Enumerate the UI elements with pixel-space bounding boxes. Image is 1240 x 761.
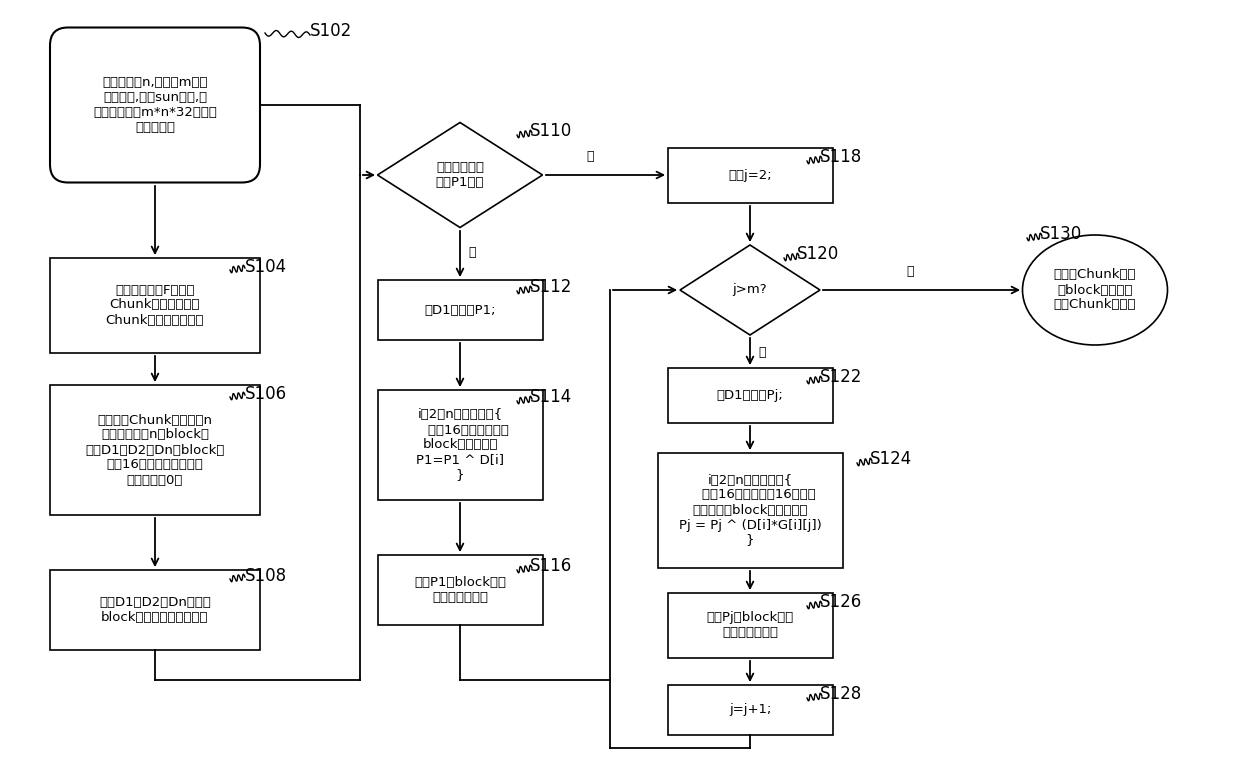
Text: 否: 否 [587,150,594,163]
Text: S108: S108 [246,567,288,585]
Polygon shape [377,123,543,228]
Text: 将D1复制给P1;: 将D1复制给P1; [424,304,496,317]
Polygon shape [680,245,820,335]
Text: 保存D1，D2到Dn的各个
block到分布式文件系统中: 保存D1，D2到Dn的各个 block到分布式文件系统中 [99,596,211,624]
Bar [377,390,543,500]
Bar [377,280,543,340]
Text: 保存Pj的block到分
布式文件系统中: 保存Pj的block到分 布式文件系统中 [707,611,794,639]
Text: S126: S126 [820,593,862,611]
Text: j=j+1;: j=j+1; [729,703,771,717]
Bar [50,257,260,352]
Text: S102: S102 [310,22,352,40]
Text: S104: S104 [246,258,288,276]
Text: S118: S118 [820,148,862,166]
Text: 是: 是 [906,265,914,278]
Bar [667,593,832,658]
Bar [667,368,832,422]
Text: S110: S110 [529,122,572,140]
Bar [50,570,260,650]
Text: 设置j=2;: 设置j=2; [728,168,771,182]
Text: 读取一个Chunk数据，按n
数，顺序分为n个block，
计为D1，D2到Dn，block长
度为16倍数，不足时，最
后一个要补0。: 读取一个Chunk数据，按n 数，顺序分为n个block， 计为D1，D2到Dn… [86,413,224,486]
Text: 根据分片数n,冗余数m初始
化编码器,准备sun矩阵,根
据其元素准备m*n*32的编码
乘法缓存表: 根据分片数n,冗余数m初始 化编码器,准备sun矩阵,根 据其元素准备m*n*3… [93,76,217,134]
Bar [667,148,832,202]
Text: 关闭该Chunk和所
有block文件，结
束该Chunk的编码: 关闭该Chunk和所 有block文件，结 束该Chunk的编码 [1054,269,1136,311]
Text: S122: S122 [820,368,862,386]
Text: 是: 是 [467,246,475,259]
Text: 否: 否 [758,345,765,358]
Text: 将D1复制给Pj;: 将D1复制给Pj; [717,389,784,402]
Text: i从2到n循环执行：{
    使用16字节异或和16字节乘
法查表，从block头到尾执行
Pj = Pj ^ (D[i]*G[i][j])
}: i从2到n循环执行：{ 使用16字节异或和16字节乘 法查表，从block头到尾… [678,473,821,546]
Text: S112: S112 [529,278,573,296]
Ellipse shape [1023,235,1168,345]
Text: S114: S114 [529,388,572,406]
Bar [667,685,832,735]
Text: 计算第一个校
验块P1吗？: 计算第一个校 验块P1吗？ [435,161,485,189]
Text: S106: S106 [246,385,288,403]
Bar [50,385,260,515]
Text: S128: S128 [820,685,862,703]
Text: i从2到n循环执行：{
    使用16字节异或，从
block头到尾执行
P1=P1 ^ D[i]
}: i从2到n循环执行：{ 使用16字节异或，从 block头到尾执行 P1=P1 … [412,409,508,482]
Bar [377,555,543,625]
Text: S120: S120 [797,245,839,263]
Text: S130: S130 [1040,225,1083,243]
FancyBboxPatch shape [50,27,260,183]
Text: S116: S116 [529,557,572,575]
Text: 保存P1的block到分
布式文件系统中: 保存P1的block到分 布式文件系统中 [414,576,506,604]
Bar [657,453,842,568]
Text: j>m?: j>m? [733,284,768,297]
Text: S124: S124 [870,450,913,468]
Text: 将待编码文件F按系统
Chunk大小分为多个
Chunk，不足部分补零: 将待编码文件F按系统 Chunk大小分为多个 Chunk，不足部分补零 [105,284,205,326]
